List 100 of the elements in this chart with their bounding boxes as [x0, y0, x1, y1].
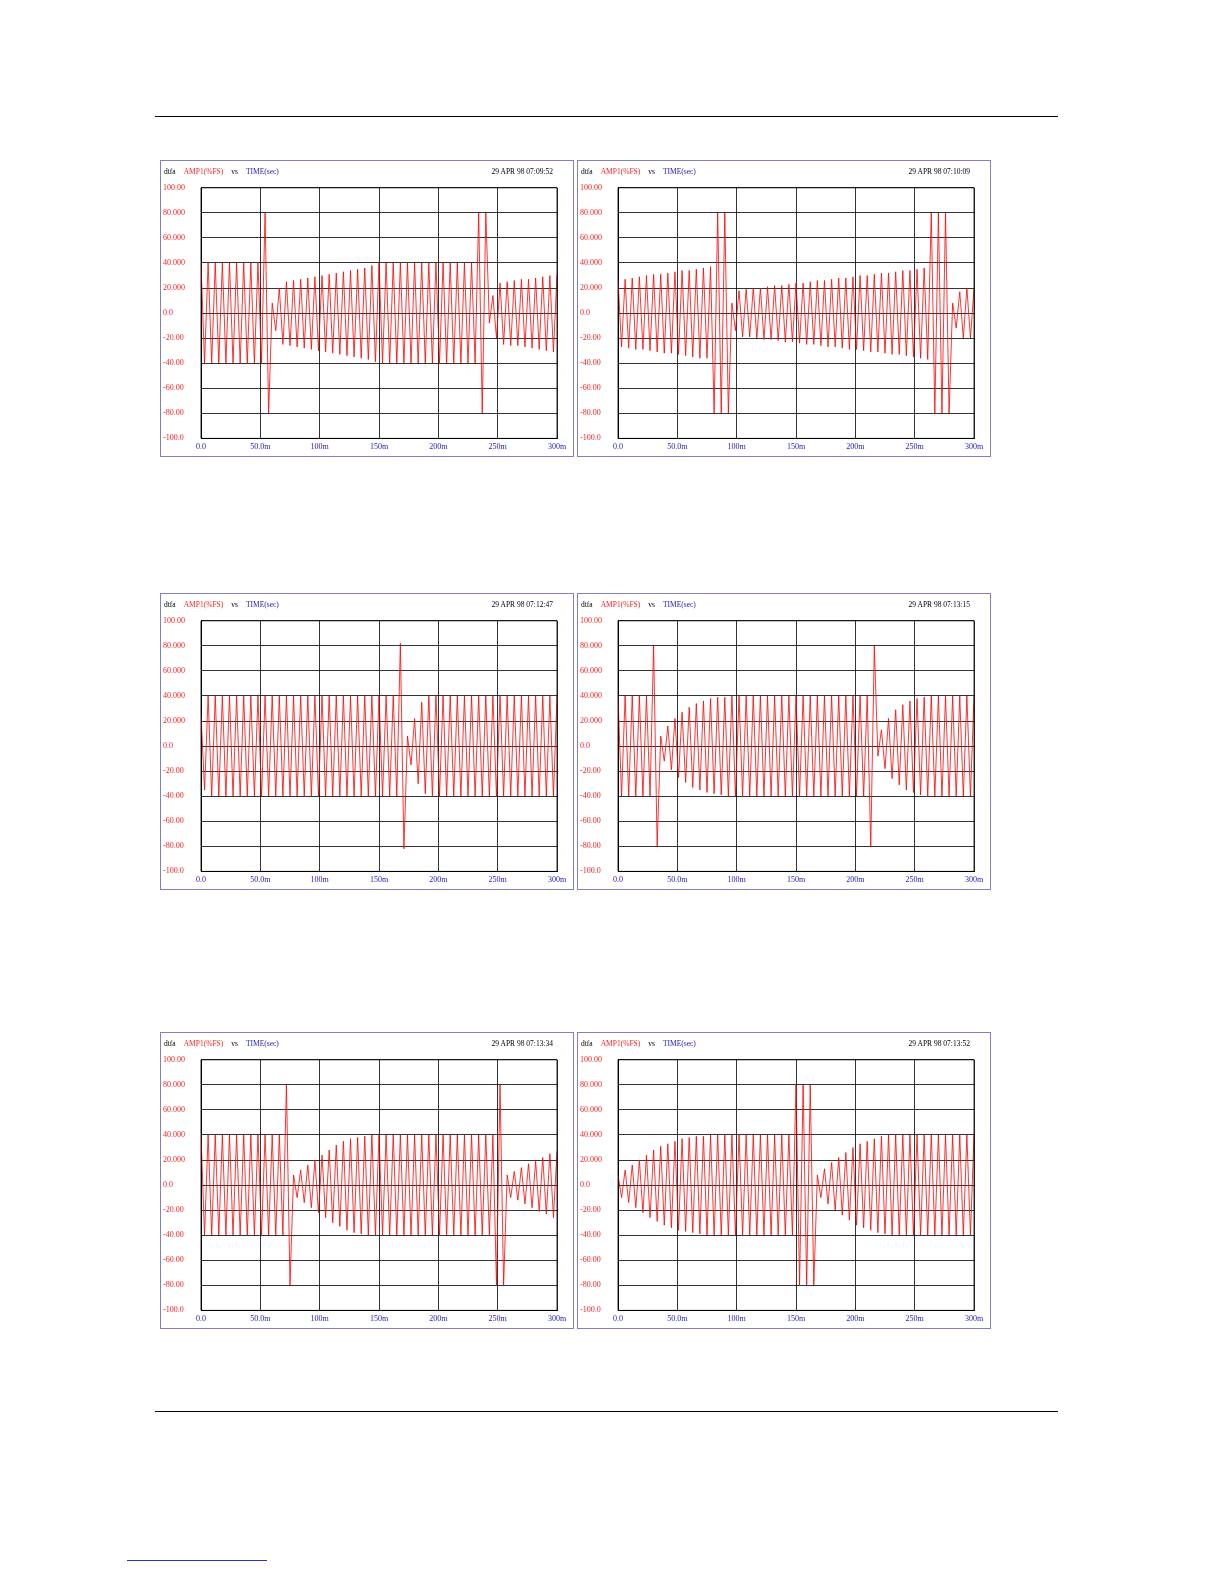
x-tick-label: 50.0m — [250, 442, 272, 452]
y-tick-label: -20.00 — [163, 1205, 184, 1215]
x-tick-label: 100m — [310, 442, 330, 452]
x-tick-label: 0.0 — [613, 875, 623, 885]
x-tick-label: 0.0 — [613, 1314, 623, 1324]
y-tick-label: 60.000 — [580, 233, 602, 243]
y-tick-label: 20.000 — [580, 283, 602, 293]
y-tick-label: 0.0 — [580, 1180, 590, 1190]
y-tick-label: 60.000 — [163, 666, 185, 676]
y-tick-label: -20.00 — [163, 333, 184, 343]
y-tick-label: 100.00 — [580, 615, 602, 625]
x-tick-label: 200m — [846, 442, 866, 452]
x-tick-label: 200m — [429, 1314, 449, 1324]
y-tick-label: 80.000 — [163, 640, 185, 650]
x-tick-label: 0.0 — [196, 875, 206, 885]
x-tick-label: 50.0m — [250, 1314, 272, 1324]
x-tick-label: 300m — [547, 875, 567, 885]
x-tick-label: 100m — [310, 875, 330, 885]
y-tick-label: -40.00 — [163, 791, 184, 801]
y-tick-label: -60.00 — [580, 1255, 601, 1265]
y-tick-label: 100.00 — [580, 182, 602, 192]
y-tick-label: -60.00 — [163, 383, 184, 393]
y-tick-label: 0.0 — [580, 741, 590, 751]
x-tick-label: 50.0m — [667, 442, 689, 452]
y-tick-label: -80.00 — [580, 841, 601, 851]
x-tick-label: 200m — [846, 875, 866, 885]
y-tick-label: 80.000 — [580, 640, 602, 650]
y-tick-label: -100.0 — [163, 866, 184, 876]
x-tick-label: 150m — [786, 1314, 806, 1324]
y-tick-label: 100.00 — [580, 1054, 602, 1064]
x-tick-label: 150m — [786, 875, 806, 885]
y-tick-label: -20.00 — [163, 766, 184, 776]
y-tick-label: -60.00 — [580, 816, 601, 826]
x-tick-label: 250m — [905, 442, 925, 452]
x-tick-label: 200m — [429, 875, 449, 885]
y-tick-label: -40.00 — [580, 1230, 601, 1240]
y-tick-label: 60.000 — [163, 233, 185, 243]
y-tick-label: -60.00 — [580, 383, 601, 393]
y-tick-label: 60.000 — [163, 1105, 185, 1115]
y-tick-label: -40.00 — [580, 791, 601, 801]
y-tick-label: 40.000 — [163, 258, 185, 268]
y-tick-label: -40.00 — [163, 1230, 184, 1240]
y-tick-label: 80.000 — [580, 207, 602, 217]
y-tick-label: 80.000 — [580, 1079, 602, 1089]
x-tick-label: 300m — [964, 1314, 984, 1324]
x-tick-label: 250m — [905, 875, 925, 885]
x-tick-label: 250m — [488, 442, 508, 452]
y-tick-label: -80.00 — [163, 1280, 184, 1290]
y-tick-label: -40.00 — [163, 358, 184, 368]
x-tick-label: 250m — [905, 1314, 925, 1324]
y-tick-label: -80.00 — [580, 408, 601, 418]
x-tick-label: 50.0m — [667, 1314, 689, 1324]
y-tick-label: -20.00 — [580, 766, 601, 776]
x-tick-label: 150m — [369, 442, 389, 452]
y-tick-label: 40.000 — [580, 691, 602, 701]
y-tick-label: -100.0 — [580, 866, 601, 876]
y-tick-label: 100.00 — [163, 182, 185, 192]
x-tick-label: 150m — [369, 1314, 389, 1324]
y-tick-label: -20.00 — [580, 1205, 601, 1215]
x-tick-label: 150m — [786, 442, 806, 452]
x-tick-label: 100m — [727, 1314, 747, 1324]
y-tick-label: 40.000 — [163, 691, 185, 701]
x-tick-label: 0.0 — [196, 442, 206, 452]
x-tick-label: 100m — [727, 442, 747, 452]
y-tick-label: 100.00 — [163, 615, 185, 625]
y-tick-label: 20.000 — [580, 1155, 602, 1165]
y-tick-label: 0.0 — [163, 741, 173, 751]
y-tick-label: 0.0 — [163, 308, 173, 318]
y-tick-label: -60.00 — [163, 1255, 184, 1265]
y-tick-label: 100.00 — [163, 1054, 185, 1064]
y-tick-label: 60.000 — [580, 1105, 602, 1115]
y-tick-label: 20.000 — [163, 716, 185, 726]
x-tick-label: 100m — [310, 1314, 330, 1324]
y-tick-label: 20.000 — [163, 283, 185, 293]
x-tick-label: 50.0m — [667, 875, 689, 885]
y-tick-label: 40.000 — [580, 1130, 602, 1140]
y-tick-label: -100.0 — [580, 433, 601, 443]
y-tick-label: -80.00 — [580, 1280, 601, 1290]
x-tick-label: 300m — [964, 442, 984, 452]
y-tick-label: -80.00 — [163, 408, 184, 418]
y-tick-label: 80.000 — [163, 1079, 185, 1089]
y-tick-label: -100.0 — [580, 1305, 601, 1315]
y-tick-label: -20.00 — [580, 333, 601, 343]
y-tick-label: -80.00 — [163, 841, 184, 851]
x-tick-label: 200m — [429, 442, 449, 452]
y-tick-label: 80.000 — [163, 207, 185, 217]
y-tick-label: -40.00 — [580, 358, 601, 368]
x-tick-label: 0.0 — [196, 1314, 206, 1324]
x-tick-label: 50.0m — [250, 875, 272, 885]
y-tick-label: 40.000 — [163, 1130, 185, 1140]
x-tick-label: 300m — [547, 442, 567, 452]
y-tick-label: -60.00 — [163, 816, 184, 826]
y-tick-label: -100.0 — [163, 433, 184, 443]
y-tick-label: 0.0 — [163, 1180, 173, 1190]
x-tick-label: 0.0 — [613, 442, 623, 452]
x-tick-label: 100m — [727, 875, 747, 885]
y-tick-label: 40.000 — [580, 258, 602, 268]
y-tick-label: 60.000 — [580, 666, 602, 676]
y-tick-label: 20.000 — [163, 1155, 185, 1165]
x-tick-label: 250m — [488, 1314, 508, 1324]
